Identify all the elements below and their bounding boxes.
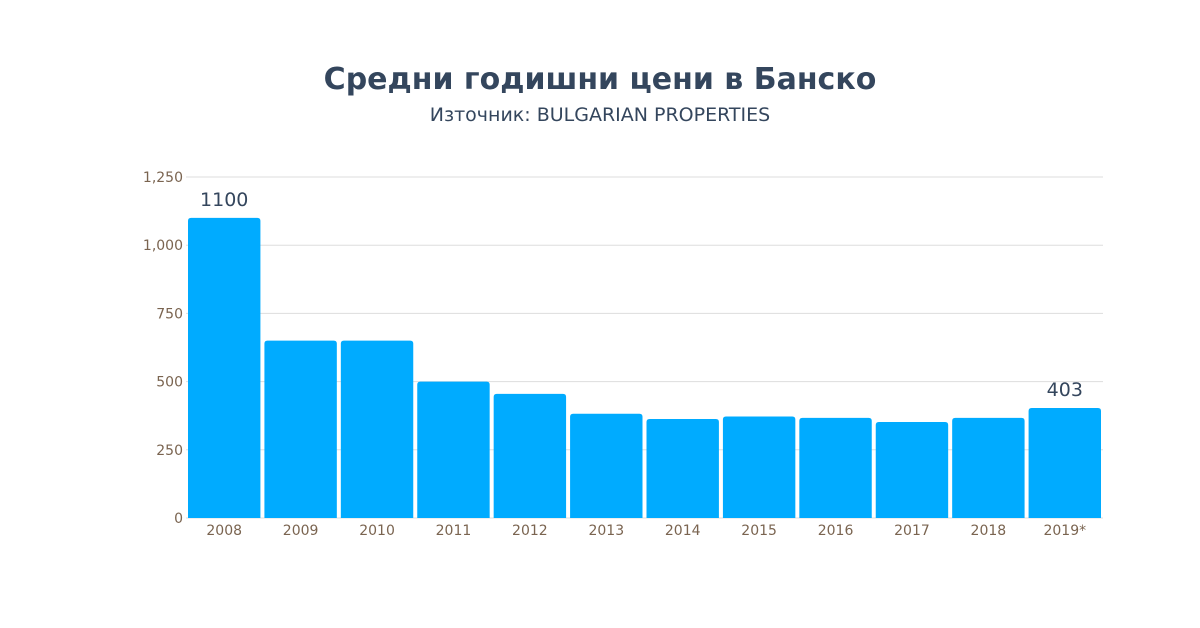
- bar-2014: [646, 418, 719, 518]
- bar-2011: [417, 381, 490, 518]
- y-tick-label: 1,250: [143, 170, 183, 186]
- y-tick-label: 0: [174, 511, 183, 527]
- data-label: 1100: [200, 189, 248, 211]
- x-tick-label: 2010: [359, 523, 395, 539]
- x-tick-label: 2019*: [1043, 523, 1086, 539]
- x-tick-label: 2015: [741, 523, 777, 539]
- bar-2018: [952, 417, 1025, 518]
- bar-2008: [188, 217, 261, 519]
- chart-title: Средни годишни цени в Банско: [323, 62, 877, 97]
- x-tick-label: 2011: [436, 523, 472, 539]
- y-tick-label: 750: [156, 306, 183, 322]
- bar-2015: [722, 416, 796, 518]
- x-tick-label: 2013: [588, 523, 624, 539]
- x-tick-label: 2008: [206, 523, 242, 539]
- bar-2012: [493, 393, 567, 518]
- y-tick-label: 500: [156, 375, 183, 391]
- x-tick-label: 2017: [894, 523, 930, 539]
- bar-2019*: [1028, 408, 1101, 518]
- bar-2013: [570, 413, 643, 518]
- bar-2010: [340, 340, 414, 518]
- x-tick-label: 2009: [283, 523, 319, 539]
- chart-subtitle: Източник: BULGARIAN PROPERTIES: [429, 104, 771, 126]
- x-tick-label: 2018: [971, 523, 1007, 539]
- bar-2017: [875, 421, 949, 518]
- data-label: 403: [1047, 379, 1083, 401]
- x-tick-label: 2012: [512, 523, 548, 539]
- y-tick-label: 250: [156, 443, 183, 459]
- x-tick-label: 2014: [665, 523, 701, 539]
- x-tick-label: 2016: [818, 523, 854, 539]
- y-tick-label: 1,000: [143, 238, 183, 254]
- bar-2009: [264, 340, 337, 518]
- bar-2016: [799, 417, 872, 518]
